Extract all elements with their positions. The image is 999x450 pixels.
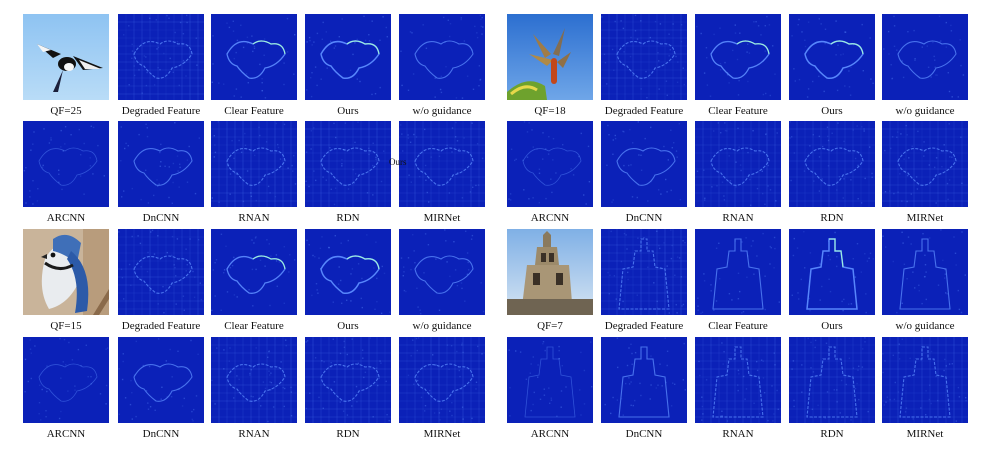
feature-map-mirnet [399, 337, 485, 423]
caption: RDN [336, 212, 360, 224]
feature-map-rnan [695, 337, 781, 423]
feature-map-rdn [789, 121, 875, 207]
caption: RDN [336, 428, 360, 440]
caption: Ours [337, 320, 359, 332]
caption: Degraded Feature [604, 105, 684, 117]
feature-map-rdn [305, 337, 391, 423]
caption: MIRNet [423, 212, 461, 224]
feature-map-clear [695, 14, 781, 100]
input-photo-church-tower [507, 229, 593, 315]
caption: ARCNN [46, 428, 86, 440]
caption: DnCNN [142, 428, 180, 440]
feature-map-degraded [118, 14, 204, 100]
feature-map-dncnn [118, 121, 204, 207]
feature-map-wo-guidance [399, 229, 485, 315]
feature-map-ours [789, 14, 875, 100]
caption: MIRNet [906, 212, 944, 224]
caption: w/o guidance [412, 320, 472, 332]
feature-map-arcnn [507, 337, 593, 423]
feature-map-degraded [601, 14, 687, 100]
caption: QF=7 [537, 320, 563, 332]
feature-map-rnan [695, 121, 781, 207]
caption: ARCNN [530, 212, 570, 224]
caption: QF=15 [50, 320, 82, 332]
caption: w/o guidance [895, 105, 955, 117]
caption: ARCNN [46, 212, 86, 224]
caption: DnCNN [142, 212, 180, 224]
feature-map-wo-guidance [882, 14, 968, 100]
input-photo-magpie [23, 14, 109, 100]
input-photo-dragonfly [507, 14, 593, 100]
caption: RNAN [722, 212, 754, 224]
feature-map-degraded [118, 229, 204, 315]
feature-map-rnan [211, 337, 297, 423]
feature-map-arcnn [507, 121, 593, 207]
feature-map-mirnet [399, 121, 485, 207]
caption: Clear Feature [708, 105, 768, 117]
feature-map-clear [211, 229, 297, 315]
feature-map-dncnn [118, 337, 204, 423]
caption: Clear Feature [224, 320, 284, 332]
caption: Ours [821, 320, 843, 332]
caption: QF=25 [50, 105, 82, 117]
caption: w/o guidance [895, 320, 955, 332]
feature-map-dncnn [601, 337, 687, 423]
caption: MIRNet [423, 428, 461, 440]
feature-map-wo-guidance [882, 229, 968, 315]
feature-map-rdn [789, 337, 875, 423]
caption: Clear Feature [224, 105, 284, 117]
feature-map-ours [305, 229, 391, 315]
caption: Degraded Feature [121, 105, 201, 117]
caption: RDN [820, 428, 844, 440]
caption: DnCNN [625, 428, 663, 440]
feature-map-clear [211, 14, 297, 100]
feature-map-ours [305, 14, 391, 100]
feature-map-degraded [601, 229, 687, 315]
feature-map-ours [789, 229, 875, 315]
caption: Degraded Feature [604, 320, 684, 332]
caption: Clear Feature [708, 320, 768, 332]
caption: RDN [820, 212, 844, 224]
input-photo-blue-jay [23, 229, 109, 315]
caption: Ours [337, 105, 359, 117]
feature-map-dncnn [601, 121, 687, 207]
caption: RNAN [238, 428, 270, 440]
caption: Degraded Feature [121, 320, 201, 332]
caption: w/o guidance [412, 105, 472, 117]
feature-map-rnan [211, 121, 297, 207]
caption: RNAN [722, 428, 754, 440]
caption: MIRNet [906, 428, 944, 440]
caption: RNAN [238, 212, 270, 224]
feature-map-mirnet [882, 337, 968, 423]
feature-map-clear [695, 229, 781, 315]
caption: ARCNN [530, 428, 570, 440]
feature-map-arcnn [23, 121, 109, 207]
feature-map-wo-guidance [399, 14, 485, 100]
feature-map-rdn [305, 121, 391, 207]
stray-ours-label: Ours [389, 157, 407, 167]
feature-map-arcnn [23, 337, 109, 423]
caption: DnCNN [625, 212, 663, 224]
feature-map-mirnet [882, 121, 968, 207]
caption: QF=18 [534, 105, 566, 117]
caption: Ours [821, 105, 843, 117]
